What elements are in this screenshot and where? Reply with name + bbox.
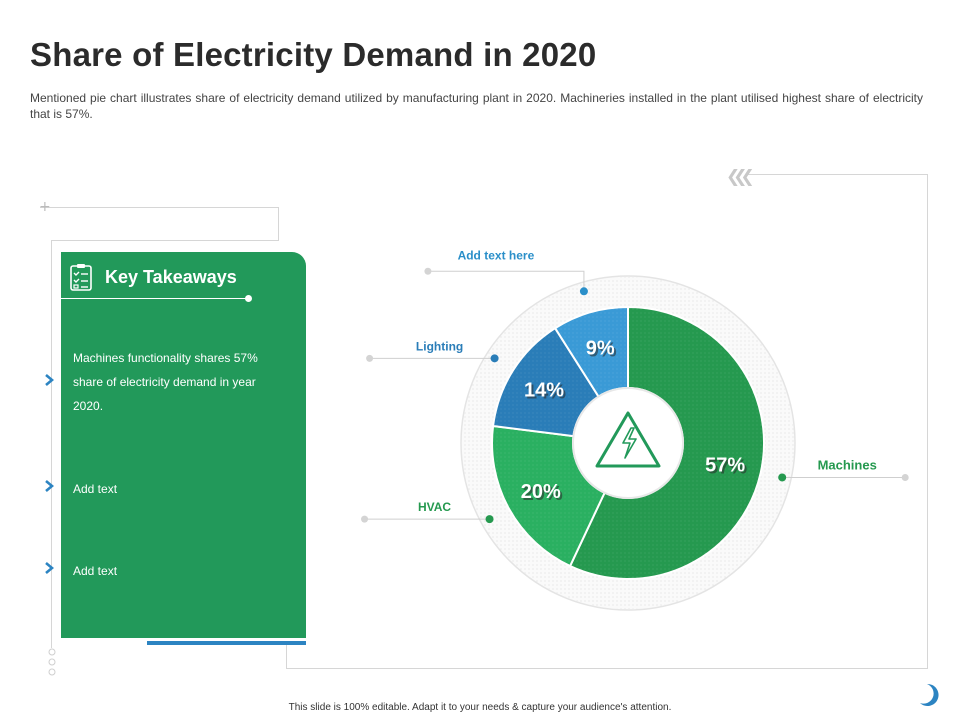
pct-label-machines-shadow: 57% (707, 457, 747, 479)
callout-anchor-dot (579, 287, 588, 296)
chevron-right-icon (45, 480, 54, 492)
callout-end-dot (361, 515, 369, 523)
heading-rule (61, 298, 249, 299)
callout-end-dot (901, 473, 909, 481)
slice-texture-machines (570, 307, 765, 579)
frame-line-bottom (286, 668, 928, 669)
category-label-hvac: HVAC (418, 500, 451, 514)
callout-end-dot (366, 354, 374, 362)
takeaway-item-1: Machines functionality shares 57% share … (73, 351, 258, 413)
frame-line-top-right (748, 174, 928, 175)
frame-line-right (927, 174, 928, 669)
slice-texture-hvac (492, 425, 605, 567)
page-title: Share of Electricity Demand in 2020 (30, 36, 597, 73)
pct-label-add-text-here-shadow: 9% (588, 339, 617, 361)
callout-anchor-dot (485, 515, 494, 524)
frame-line-top-left (40, 207, 279, 208)
takeaway-item-2: Add text (73, 482, 118, 496)
callout-anchor-dot (490, 354, 499, 363)
heading-rule-dot (245, 295, 252, 302)
footer-note: This slide is 100% editable. Adapt it to… (288, 702, 672, 713)
callout-machines: Machines (778, 457, 909, 482)
callout-anchor-dot (778, 473, 787, 482)
triple-chevron-left-icon: ❮❮❮ (726, 167, 755, 187)
frame-line-left (51, 240, 52, 648)
high-voltage-warning-icon (595, 411, 661, 468)
category-label-lighting: Lighting (416, 339, 463, 353)
pct-label-add-text-here: 9% (586, 337, 615, 359)
takeaway-item-3: Add text (73, 564, 118, 578)
slice-texture-add-text-here (555, 307, 628, 397)
frame-line-bottom-left (286, 645, 287, 669)
chevron-right-icon (45, 374, 54, 386)
key-takeaways-panel: Key Takeaways Machines functionality sha… (61, 252, 306, 638)
crescent-logo-icon (920, 683, 939, 706)
pct-label-hvac-shadow: 20% (523, 483, 563, 505)
page-subtitle: Mentioned pie chart illustrates share of… (30, 91, 923, 121)
frame-line-left-top (52, 240, 279, 241)
slice-texture-lighting (493, 328, 599, 437)
frame-line-top-left-drop (278, 207, 279, 240)
panel-accent-bar (147, 641, 306, 645)
pct-label-lighting-shadow: 14% (526, 382, 566, 404)
pct-label-machines: 57% (705, 455, 745, 477)
callout-lighting: Lighting (366, 339, 499, 363)
callout-hvac: HVAC (361, 500, 494, 524)
callout-end-dot (424, 267, 432, 275)
chevron-right-icon (45, 562, 54, 574)
category-label-machines: Machines (818, 457, 877, 472)
category-label-add-text-here: Add text here (458, 248, 535, 262)
pct-label-lighting: 14% (524, 380, 564, 402)
key-takeaways-heading: Key Takeaways (105, 267, 237, 287)
clipboard-checklist-icon (70, 264, 92, 291)
plus-icon: + (39, 199, 51, 215)
callout-line (427, 270, 585, 292)
callout-add-text-here: Add text here (424, 248, 588, 296)
pct-label-hvac: 20% (521, 481, 561, 503)
frame-dots (48, 648, 56, 676)
